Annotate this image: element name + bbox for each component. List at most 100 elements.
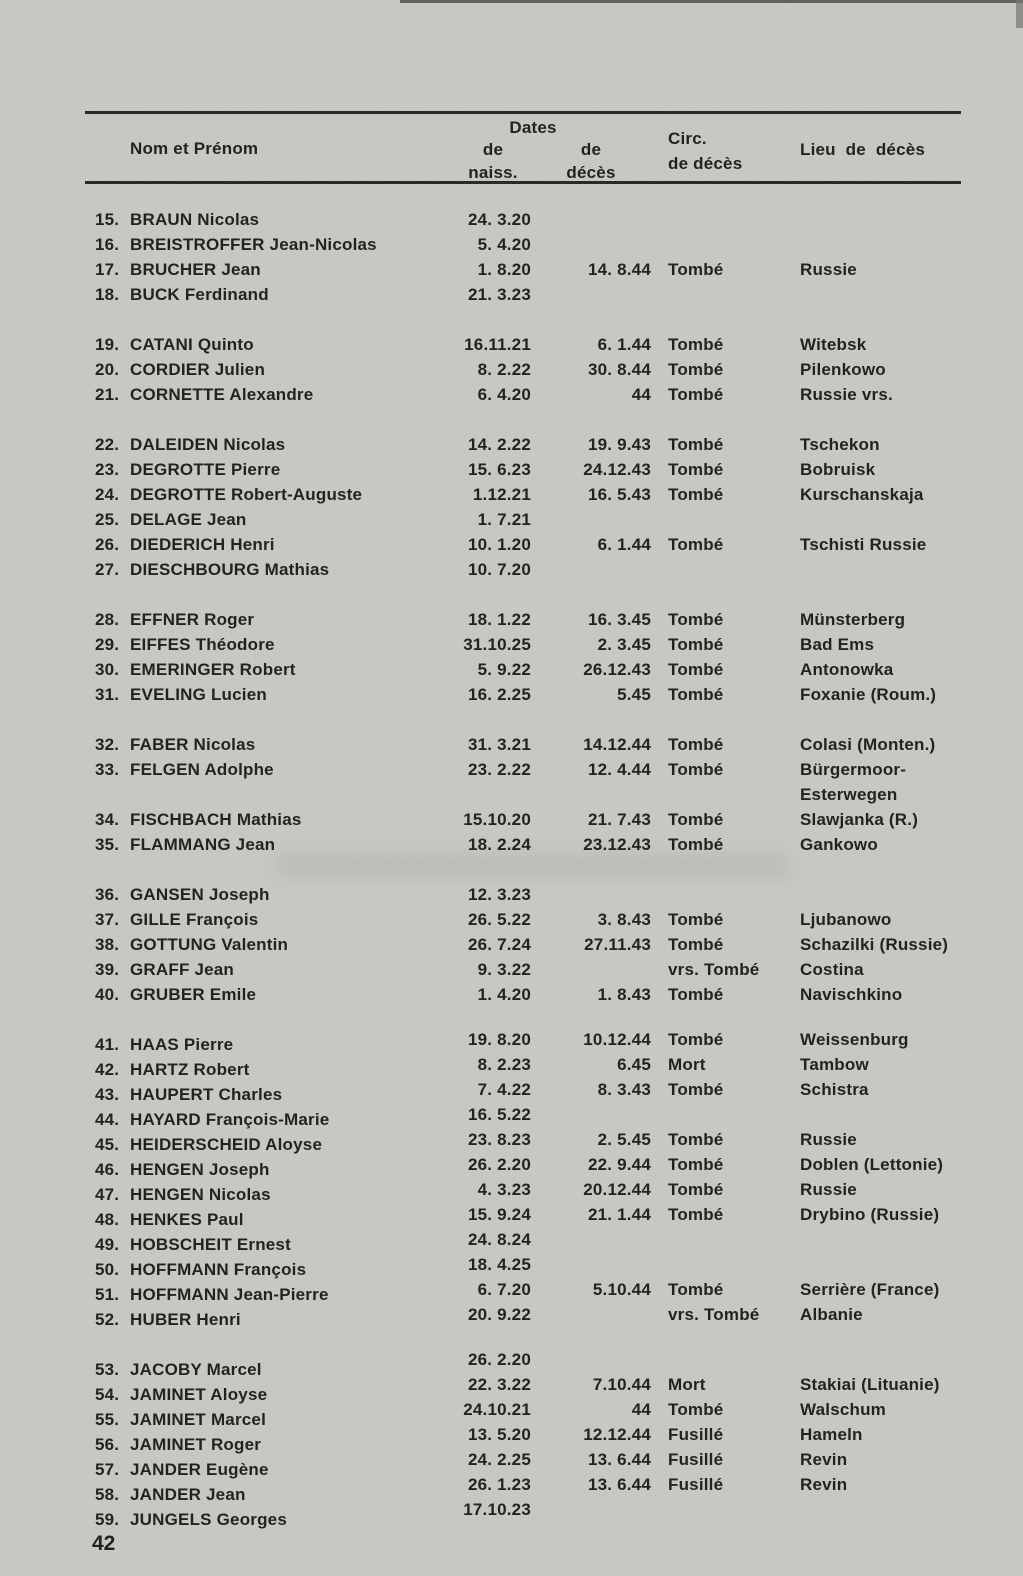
death-place: Russie xyxy=(800,260,857,279)
person-name: CORNETTE Alexandre xyxy=(130,385,314,404)
col-header-death-date: de décès xyxy=(531,138,651,184)
row-number: 41. xyxy=(95,1035,120,1054)
birth-date: 23. 8.23 xyxy=(467,1130,531,1149)
birth-date: 15. 9.24 xyxy=(467,1205,531,1224)
death-place: Slawjanka (R.) xyxy=(800,810,919,829)
row-number: 37. xyxy=(95,910,120,929)
table-row: 23. DEGROTTE Pierre 15. 6.23 24.12.43 To… xyxy=(85,457,961,482)
row-number: 33. xyxy=(95,760,120,779)
person-name: EFFNER Roger xyxy=(130,610,255,629)
death-date: 6.45 xyxy=(617,1055,651,1074)
row-number: 52. xyxy=(95,1310,120,1329)
birth-date: 24.10.21 xyxy=(463,1400,531,1419)
row-number: 46. xyxy=(95,1160,120,1179)
table-row: 30. EMERINGER Robert 5. 9.22 26.12.43 To… xyxy=(85,657,961,682)
col-header-name: Nom et Prénom xyxy=(130,139,259,158)
row-group: 28. EFFNER Roger 18. 1.22 16. 3.45 Tombé… xyxy=(85,607,961,707)
birth-date: 16. 5.22 xyxy=(467,1105,531,1124)
death-place: Russie vrs. xyxy=(800,385,893,404)
death-date: 12. 4.44 xyxy=(587,760,651,779)
person-name: BUCK Ferdinand xyxy=(130,285,269,304)
death-circumstance: Tombé xyxy=(668,335,724,354)
person-name: HENGEN Nicolas xyxy=(130,1185,271,1204)
birth-date: 12. 3.23 xyxy=(467,885,531,904)
death-circumstance: Tombé xyxy=(668,485,724,504)
death-date xyxy=(531,1227,651,1252)
row-number: 58. xyxy=(95,1485,120,1504)
row-number: 28. xyxy=(95,610,120,629)
death-circumstance: Tombé xyxy=(668,1205,724,1224)
death-date: 19. 9.43 xyxy=(587,435,651,454)
death-date: 2. 5.45 xyxy=(597,1130,651,1149)
death-circumstance: Tombé xyxy=(668,1155,724,1174)
death-circumstance xyxy=(651,232,800,257)
death-place xyxy=(800,507,961,532)
death-place xyxy=(800,882,961,907)
death-place xyxy=(800,207,961,232)
death-circumstance: Tombé xyxy=(668,760,724,779)
col-header-birth-date: de naiss. xyxy=(455,138,531,184)
row-number: 31. xyxy=(95,685,120,704)
row-number: 54. xyxy=(95,1385,120,1404)
row-number: 56. xyxy=(95,1435,120,1454)
death-date xyxy=(531,1102,651,1127)
table-row: 59. JUNGELS Georges 17.10.23 xyxy=(85,1500,961,1532)
death-circumstance: Tombé xyxy=(668,1080,724,1099)
death-circumstance: Tombé xyxy=(668,460,724,479)
death-place: Bad Ems xyxy=(800,635,875,654)
birth-date: 7. 4.22 xyxy=(477,1080,531,1099)
death-circumstance: Mort xyxy=(668,1055,706,1074)
row-number: 32. xyxy=(95,735,120,754)
death-circumstance xyxy=(651,557,800,582)
death-place: Schazilki (Russie) xyxy=(800,935,949,954)
row-number: 22. xyxy=(95,435,120,454)
death-date xyxy=(531,282,651,307)
birth-date: 6. 7.20 xyxy=(477,1280,531,1299)
death-place: Pilenkowo xyxy=(800,360,886,379)
death-date: 20.12.44 xyxy=(583,1180,651,1199)
row-number: 55. xyxy=(95,1410,120,1429)
death-date: 44 xyxy=(631,385,651,404)
death-place: Witebsk xyxy=(800,335,867,354)
death-date: 12.12.44 xyxy=(583,1425,651,1444)
death-place: Revin xyxy=(800,1475,848,1494)
person-name: HAYARD François-Marie xyxy=(130,1110,330,1129)
birth-date: 21. 3.23 xyxy=(467,285,531,304)
death-place: Walschum xyxy=(800,1400,886,1419)
death-date xyxy=(531,207,651,232)
table-row: 31. EVELING Lucien 16. 2.25 5.45 Tombé F… xyxy=(85,682,961,707)
table-row: 19. CATANI Quinto 16.11.21 6. 1.44 Tombé… xyxy=(85,332,961,357)
person-name: DEGROTTE Robert-Auguste xyxy=(130,485,363,504)
death-circumstance: Tombé xyxy=(668,985,724,1004)
col-header-circ-line1: Circ. xyxy=(668,129,707,148)
death-place: Bürgermoor- Esterwegen xyxy=(800,760,907,804)
death-circumstance: Tombé xyxy=(668,1130,724,1149)
person-name: GRAFF Jean xyxy=(130,960,235,979)
birth-date: 18. 2.24 xyxy=(467,835,531,854)
birth-date: 17.10.23 xyxy=(463,1500,531,1519)
death-place: Costina xyxy=(800,960,864,979)
death-circumstance: Tombé xyxy=(668,385,724,404)
table-row: 36. GANSEN Joseph 12. 3.23 xyxy=(85,882,961,907)
death-place xyxy=(800,1347,961,1372)
col-header-dates-group: Dates xyxy=(509,118,557,137)
person-name: DALEIDEN Nicolas xyxy=(130,435,286,454)
death-date: 16. 3.45 xyxy=(587,610,651,629)
birth-date: 16. 2.25 xyxy=(467,685,531,704)
person-name: BRUCHER Jean xyxy=(130,260,261,279)
person-name: GANSEN Joseph xyxy=(130,885,270,904)
person-name: HOFFMANN François xyxy=(130,1260,307,1279)
birth-date: 26. 2.20 xyxy=(467,1350,531,1369)
table-row: 17. BRUCHER Jean 1. 8.20 14. 8.44 Tombé … xyxy=(85,257,961,282)
header-rule-bottom xyxy=(85,181,961,184)
birth-date: 24. 3.20 xyxy=(467,210,531,229)
death-circumstance: Tombé xyxy=(668,810,724,829)
death-date: 22. 9.44 xyxy=(587,1155,651,1174)
row-group: 15. BRAUN Nicolas 24. 3.20 16. BREISTROF… xyxy=(85,207,961,307)
row-number: 26. xyxy=(95,535,120,554)
birth-date: 13. 5.20 xyxy=(467,1425,531,1444)
birth-date: 8. 2.23 xyxy=(477,1055,531,1074)
person-name: CATANI Quinto xyxy=(130,335,254,354)
death-date: 14.12.44 xyxy=(583,735,651,754)
person-name: HAAS Pierre xyxy=(130,1035,234,1054)
